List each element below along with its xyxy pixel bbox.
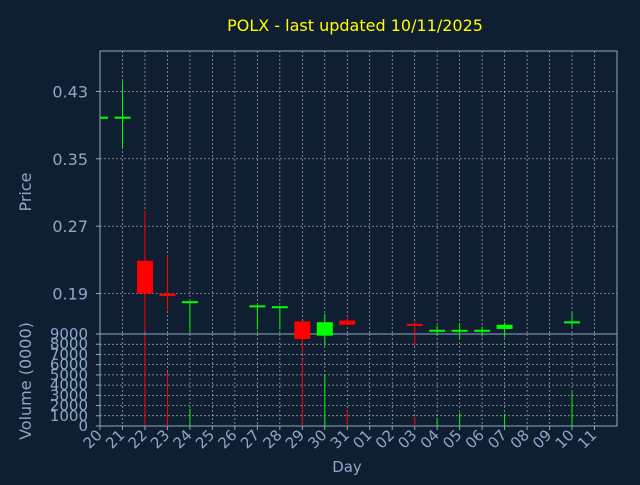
volume-tick-label: 1000 [50, 407, 88, 425]
candle-body [564, 321, 581, 324]
chart-title: POLX - last updated 10/11/2025 [227, 16, 483, 35]
candle-body [316, 322, 333, 336]
volume-tick-label: 9000 [50, 325, 88, 343]
candle [406, 321, 423, 346]
candle [564, 312, 581, 328]
price-grid [99, 51, 617, 334]
candle [429, 325, 446, 336]
price-axis-label: Price [16, 172, 35, 211]
volume-tick-label: 7000 [50, 345, 88, 363]
volume-tick-label: 3000 [50, 386, 88, 404]
candle-body [100, 116, 108, 119]
volume-tick-label: 4000 [50, 376, 88, 394]
candle-body [159, 293, 176, 297]
candle [474, 326, 491, 337]
volume-axis-label: Volume (0000) [16, 322, 35, 440]
candle [451, 323, 468, 340]
candle-body [451, 329, 468, 332]
candle [114, 81, 131, 148]
candle [316, 313, 333, 346]
candle [271, 306, 288, 330]
candle [159, 254, 176, 311]
candle [294, 321, 311, 355]
candlestick-series [100, 81, 581, 355]
price-tick-label: 0.35 [52, 150, 88, 169]
candle-body [496, 324, 513, 329]
volume-tick-label: 6000 [50, 356, 88, 374]
volume-tick-label: 0 [78, 417, 88, 435]
candle-body [181, 301, 198, 304]
candle [136, 211, 153, 332]
candle [100, 116, 108, 119]
volume-tick-label: 8000 [50, 335, 88, 353]
candle-body [114, 116, 131, 119]
volume-tick-label: 2000 [50, 397, 88, 415]
price-tick-label: 0.27 [52, 217, 88, 236]
candle-body [339, 320, 356, 325]
candle-body [474, 329, 491, 332]
candle-body [406, 323, 423, 326]
volume-tick-label: 5000 [50, 366, 88, 384]
candle [496, 322, 513, 338]
volume-plot-frame [99, 333, 618, 427]
candle [181, 301, 198, 332]
x-axis-ticks: 2021222324252627282930310102030405060708… [80, 426, 600, 452]
x-axis-label: Day [332, 458, 362, 476]
price-tick-label: 0.43 [52, 82, 88, 101]
candle-body [429, 329, 446, 332]
candle [339, 316, 356, 325]
candle-body [249, 305, 266, 308]
volume-series [144, 335, 573, 426]
candle-body [136, 260, 153, 294]
price-axis-ticks: 0.19 0.27 0.35 0.43 [52, 82, 100, 304]
candle [249, 305, 266, 330]
candle-body [271, 306, 288, 309]
price-tick-label: 0.19 [52, 285, 88, 304]
candle-body [294, 321, 311, 340]
